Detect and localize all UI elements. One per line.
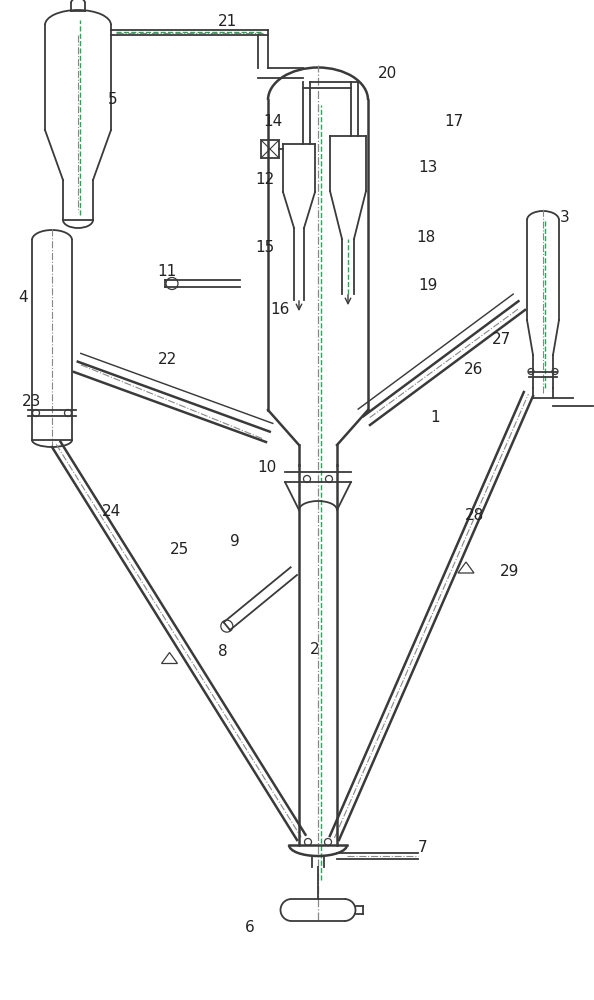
Text: 14: 14 xyxy=(263,114,282,129)
Text: 11: 11 xyxy=(157,264,176,279)
Text: 28: 28 xyxy=(465,508,484,522)
Text: 15: 15 xyxy=(255,240,274,255)
Text: 2: 2 xyxy=(310,643,320,658)
Text: 23: 23 xyxy=(22,394,42,410)
Polygon shape xyxy=(458,562,474,573)
Text: 8: 8 xyxy=(218,645,228,660)
Text: 27: 27 xyxy=(492,332,511,348)
Text: 19: 19 xyxy=(418,277,437,292)
Text: 1: 1 xyxy=(430,410,440,426)
Text: 22: 22 xyxy=(158,353,177,367)
Text: 12: 12 xyxy=(255,172,274,188)
Text: 20: 20 xyxy=(378,66,397,82)
Text: 7: 7 xyxy=(418,840,428,856)
Text: 16: 16 xyxy=(270,302,289,318)
Text: 4: 4 xyxy=(18,290,28,306)
Text: 3: 3 xyxy=(560,211,570,226)
Polygon shape xyxy=(162,652,178,664)
Text: 24: 24 xyxy=(102,504,121,520)
Text: 18: 18 xyxy=(416,231,435,245)
Text: 21: 21 xyxy=(218,14,237,29)
Text: 6: 6 xyxy=(245,920,255,934)
Text: 29: 29 xyxy=(500,564,519,580)
Text: 17: 17 xyxy=(444,114,463,129)
Text: 9: 9 xyxy=(230,534,240,550)
Text: 10: 10 xyxy=(257,460,276,476)
Text: 25: 25 xyxy=(170,542,189,558)
Text: 26: 26 xyxy=(464,362,484,377)
Text: 5: 5 xyxy=(108,93,118,107)
Bar xyxy=(261,140,279,158)
Text: 13: 13 xyxy=(418,160,437,176)
